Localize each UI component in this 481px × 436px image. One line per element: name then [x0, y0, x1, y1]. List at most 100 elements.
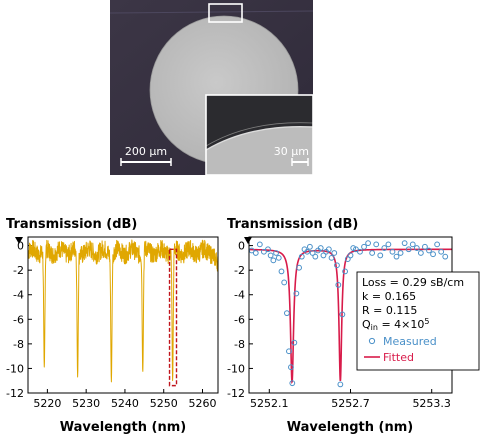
- legend-measured-marker: [368, 337, 376, 345]
- legend-loss: Loss = 0.29 sB/cm: [362, 276, 464, 289]
- measured-point: [347, 252, 354, 259]
- measured-point: [293, 290, 300, 297]
- chart-left-ytick-label: -6: [13, 313, 24, 326]
- measured-point: [357, 248, 363, 255]
- measured-point: [275, 254, 282, 261]
- measured-point: [353, 246, 359, 253]
- measured-point: [426, 247, 432, 254]
- legend-measured-label: Measured: [383, 335, 437, 348]
- measured-point: [365, 240, 371, 247]
- chart-right-ytick-label: -8: [234, 338, 245, 351]
- measured-point: [442, 253, 449, 260]
- scale-bar-inset-label: 30 µm: [274, 145, 309, 158]
- measured-point: [369, 250, 376, 256]
- measured-point: [409, 241, 416, 248]
- chart-right-ytick-label: -4: [234, 289, 245, 302]
- measured-point: [430, 251, 436, 258]
- measured-point: [281, 279, 288, 286]
- chart-right-ytick-label: -6: [234, 313, 245, 326]
- measured-point: [291, 339, 298, 346]
- chart-right-legend: Loss = 0.29 sB/cm k = 0.165 R = 0.115 Qi…: [356, 271, 480, 371]
- chart-right-xtick-label: 5253.3: [412, 397, 451, 410]
- measured-point: [373, 241, 380, 248]
- measured-point: [256, 241, 263, 248]
- chart-left-highlight-box: [168, 248, 178, 387]
- measured-point: [328, 254, 335, 261]
- measured-point: [289, 380, 296, 387]
- chart-left-series-line: [28, 239, 218, 383]
- chart-right-xtick-label: 5252.7: [331, 397, 370, 410]
- chart-left-ytick-label: -4: [13, 289, 24, 302]
- measured-point: [304, 248, 311, 255]
- legend-q: Qin = 4×105: [362, 317, 430, 332]
- measured-point: [417, 250, 424, 256]
- chart-left-ylabel: Transmission (dB): [6, 217, 137, 232]
- chart-left-y-arrow: [15, 237, 23, 244]
- measured-point: [350, 245, 357, 251]
- measured-point: [267, 252, 274, 259]
- chart-right: Transmission (dB) 0 -2 -4 -6 -8 -10 -12 5252.1…: [227, 217, 480, 435]
- measured-point: [278, 268, 285, 275]
- measured-point: [393, 253, 400, 260]
- measured-point: [335, 282, 342, 288]
- legend-k: k = 0.165: [362, 290, 416, 303]
- chart-left-ytick-label: -10: [6, 362, 24, 375]
- chart-right-y-ticks: 0 -2 -4 -6 -8 -10 -12: [227, 240, 253, 400]
- measured-point: [317, 245, 324, 251]
- measured-point: [286, 348, 292, 355]
- measured-point: [288, 364, 294, 371]
- scale-bar-main: 200 µm: [120, 145, 172, 166]
- measured-point: [283, 310, 290, 317]
- measured-point: [422, 243, 428, 250]
- chart-left-y-ticks: 0 -2 -4 -6 -8 -10 -12: [6, 240, 32, 400]
- measured-point: [296, 264, 302, 271]
- measured-point: [344, 256, 351, 263]
- chart-left-x-ticks: 5220 5230 5240 5250 5260: [33, 389, 216, 410]
- chart-right-ytick-label: -2: [234, 264, 245, 277]
- legend-fitted-label: Fitted: [383, 351, 414, 364]
- chart-left-xtick-label: 5230: [72, 397, 100, 410]
- measured-point: [381, 245, 388, 251]
- measured-point: [334, 262, 340, 269]
- measured-point: [252, 250, 259, 256]
- chart-left-ytick-label: -12: [6, 387, 24, 400]
- chart-right-x-ticks: 5252.1 5252.7 5253.3: [250, 389, 451, 410]
- chart-left-xtick-label: 5260: [188, 397, 216, 410]
- chart-left-xtick-label: 5220: [33, 397, 61, 410]
- chart-left-xtick-label: 5240: [111, 397, 139, 410]
- chart-left-ytick-label: -2: [13, 264, 24, 277]
- chart-left-xtick-label: 5250: [150, 397, 178, 410]
- measured-point: [339, 311, 346, 318]
- chart-right-y-arrow: [244, 237, 252, 244]
- chart-right-xtick-label: 5252.1: [250, 397, 289, 410]
- chart-left-ytick-label: 0: [17, 240, 24, 253]
- measured-point: [273, 250, 279, 256]
- measured-point: [331, 250, 338, 256]
- scale-bar-main-label: 200 µm: [125, 145, 167, 158]
- measured-point: [342, 268, 348, 275]
- measured-point: [265, 246, 271, 253]
- measured-point: [361, 243, 367, 250]
- measured-point: [270, 257, 277, 264]
- chart-right-ytick-label: -10: [227, 362, 245, 375]
- chart-right-xlabel: Wavelength (nm): [287, 420, 413, 435]
- zoom-region-box: [208, 3, 243, 23]
- chart-left-ytick-label: -8: [13, 338, 24, 351]
- measured-point: [312, 253, 319, 260]
- measured-point: [337, 381, 344, 388]
- measured-point: [309, 250, 316, 256]
- micrograph: 200 µm 30 µm: [109, 0, 314, 176]
- measured-point: [377, 252, 384, 259]
- measured-point: [260, 248, 267, 255]
- measured-point: [307, 243, 313, 250]
- chart-right-ytick-label: -12: [227, 387, 245, 400]
- chart-left: Transmission (dB) 0-2-4-6-8-10-12 5220 52…: [6, 217, 219, 435]
- measured-point: [320, 252, 327, 259]
- measured-point: [438, 248, 445, 255]
- measured-point: [434, 241, 441, 248]
- chart-right-ytick-label: 0: [238, 240, 245, 253]
- measured-point: [413, 245, 420, 251]
- measured-point: [389, 248, 396, 255]
- chart-left-xlabel: Wavelength (nm): [60, 420, 186, 435]
- scale-bar-inset: 30 µm: [274, 145, 309, 166]
